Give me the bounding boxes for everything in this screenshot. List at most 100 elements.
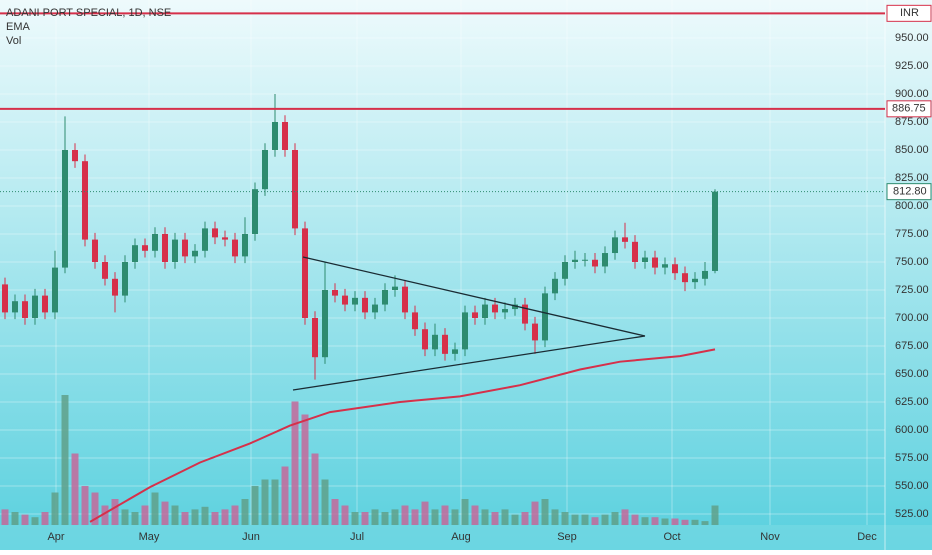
- candle-body: [592, 259, 598, 267]
- y-tick-label: 825.00: [895, 172, 929, 184]
- volume-bar: [381, 512, 389, 525]
- volume-bar: [481, 509, 489, 525]
- candle-body: [412, 312, 418, 330]
- candle-body: [702, 270, 708, 279]
- volume-bar: [191, 509, 199, 525]
- y-tick-label: 550.00: [895, 480, 929, 492]
- y-tick-label: 800.00: [895, 200, 929, 212]
- candle-body: [572, 259, 578, 262]
- volume-bar: [521, 512, 529, 525]
- volume-bar: [171, 505, 179, 525]
- volume-bar: [391, 509, 399, 525]
- volume-bar: [341, 505, 349, 525]
- volume-bar: [551, 509, 559, 525]
- candle-body: [32, 295, 38, 319]
- candle-body: [312, 318, 318, 358]
- candle-body: [552, 278, 558, 294]
- volume-bar: [221, 509, 229, 525]
- volume-bar: [371, 509, 379, 525]
- candle-body: [682, 273, 688, 283]
- chart-title: ADANI PORT SPECIAL, 1D, NSE: [6, 7, 171, 19]
- candle-body: [12, 301, 18, 313]
- candle-body: [92, 239, 98, 262]
- y-tick-label: 875.00: [895, 116, 929, 128]
- time-axis-band: [0, 525, 932, 550]
- y-tick-label: 650.00: [895, 368, 929, 380]
- volume-bar: [511, 514, 519, 525]
- candle-body: [632, 241, 638, 262]
- volume-bar: [691, 519, 699, 525]
- volume-bar: [61, 395, 69, 525]
- volume-bar: [331, 499, 339, 525]
- y-tick-label: 850.00: [895, 144, 929, 156]
- volume-bar: [671, 518, 679, 525]
- y-tick-label: 950.00: [895, 32, 929, 44]
- volume-bar: [11, 512, 19, 525]
- volume-bar: [541, 499, 549, 525]
- candle-body: [322, 289, 328, 358]
- volume-bar: [201, 506, 209, 525]
- legend-volume: Vol: [6, 35, 21, 47]
- volume-bar: [211, 512, 219, 525]
- volume-bar: [271, 479, 279, 525]
- volume-bar: [21, 514, 29, 525]
- legend-ema: EMA: [6, 21, 31, 33]
- volume-bar: [131, 512, 139, 525]
- y-tick-label: 525.00: [895, 508, 929, 520]
- volume-bar: [491, 512, 499, 525]
- volume-bar: [441, 505, 449, 525]
- volume-bar: [681, 519, 689, 525]
- last-price-box: [886, 183, 932, 201]
- candle-body: [262, 149, 268, 190]
- y-tick-label: 725.00: [895, 284, 929, 296]
- volume-bar: [451, 509, 459, 525]
- volume-bar: [591, 517, 599, 525]
- x-tick-label: Nov: [760, 531, 780, 543]
- volume-bar: [611, 512, 619, 525]
- currency-box: [886, 4, 932, 22]
- candle-body: [672, 264, 678, 274]
- x-tick-label: Oct: [663, 531, 680, 543]
- volume-bar: [141, 505, 149, 525]
- candle-body: [642, 257, 648, 262]
- volume-bar: [711, 505, 719, 525]
- y-tick-label: 700.00: [895, 312, 929, 324]
- x-tick-label: Jul: [350, 531, 364, 543]
- candle-body: [52, 267, 58, 313]
- candle-body: [712, 191, 718, 271]
- volume-bar: [101, 505, 109, 525]
- volume-bar: [401, 505, 409, 525]
- volume-bar: [531, 501, 539, 525]
- volume-bar: [351, 512, 359, 525]
- y-tick-label: 600.00: [895, 424, 929, 436]
- candle-body: [222, 237, 228, 240]
- candle-body: [502, 309, 508, 313]
- candle-body: [462, 312, 468, 350]
- candle-body: [622, 237, 628, 242]
- candle-body: [2, 284, 8, 313]
- volume-bar: [631, 514, 639, 525]
- candle-body: [562, 261, 568, 279]
- volume-bar: [311, 453, 319, 525]
- volume-bar: [81, 486, 89, 525]
- candle-body: [652, 257, 658, 268]
- x-tick-label: Apr: [47, 531, 64, 543]
- candle-body: [172, 239, 178, 262]
- volume-bar: [161, 501, 169, 525]
- candle-body: [282, 121, 288, 150]
- volume-bar: [431, 509, 439, 525]
- volume-bar: [661, 518, 669, 525]
- volume-bar: [621, 509, 629, 525]
- currency-label: INR: [900, 7, 919, 19]
- volume-bar: [461, 499, 469, 525]
- candle-body: [382, 289, 388, 305]
- y-tick-label: 625.00: [895, 396, 929, 408]
- candle-body: [512, 304, 518, 310]
- candle-body: [302, 228, 308, 319]
- y-tick-label: 750.00: [895, 256, 929, 268]
- candle-body: [492, 304, 498, 313]
- volume-bar: [111, 499, 119, 525]
